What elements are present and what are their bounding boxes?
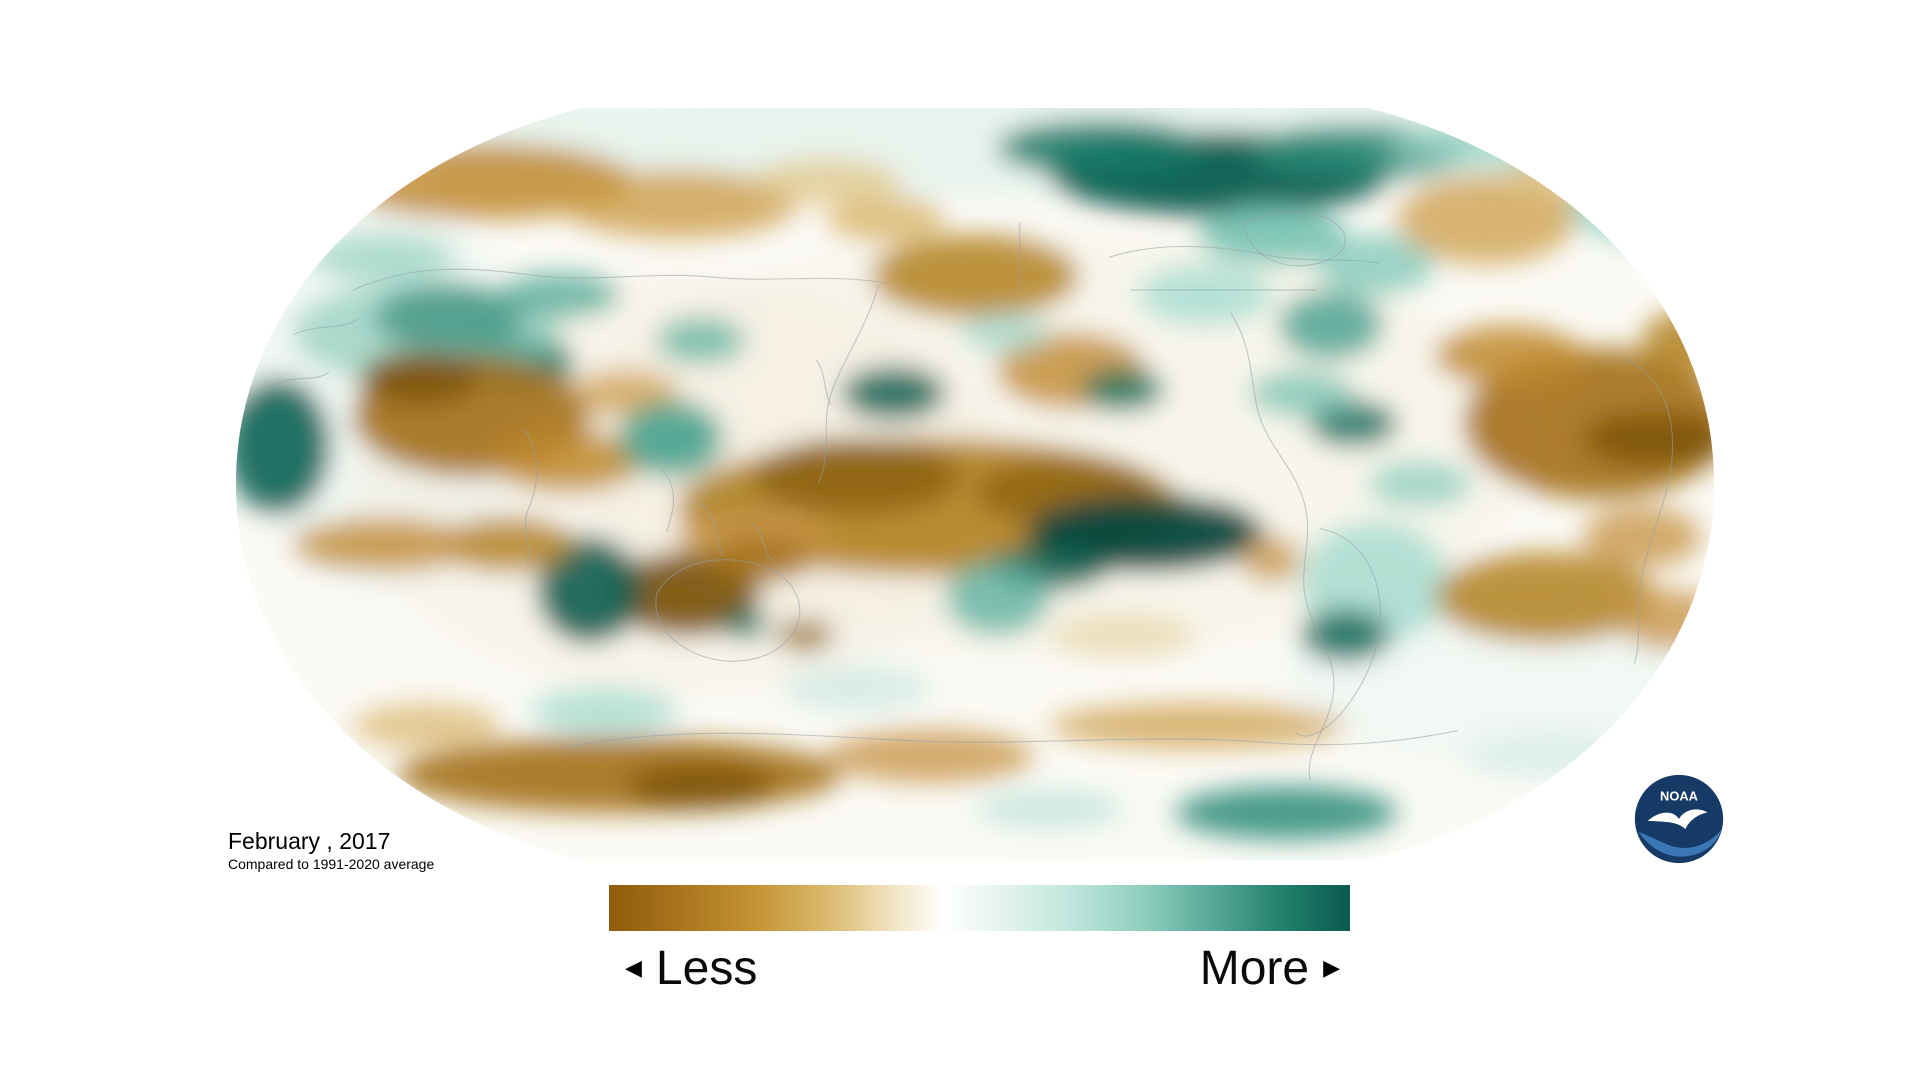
map-caption: February , 2017 Compared to 1991-2020 av… (228, 828, 434, 873)
date-label: February , 2017 (228, 828, 391, 854)
noaa-logo: NOAA (1634, 774, 1724, 864)
anomaly-blob (1315, 234, 1435, 295)
anomaly-blob (871, 234, 1079, 318)
anomaly-blob (1301, 608, 1391, 662)
anomaly-blob (752, 158, 901, 205)
anomaly-blob (1390, 121, 1687, 167)
anomaly-blob (1081, 368, 1165, 411)
anomaly-blob (1582, 506, 1702, 568)
anomaly-blob (1582, 412, 1715, 466)
coastline-path (352, 268, 887, 291)
coastline-path (661, 468, 774, 563)
anomaly-blob (308, 234, 457, 280)
coastline-path (815, 359, 832, 405)
anomaly-blob (1508, 151, 1657, 197)
noaa-wave-swoosh (1638, 830, 1722, 857)
anomaly-blob (997, 121, 1205, 175)
anomaly-blob (1367, 461, 1472, 507)
coastline-layer (273, 211, 1674, 781)
anomaly-blob (1567, 166, 1715, 243)
legend-more-arrow-icon: ▶ (1323, 955, 1340, 980)
anomaly-blob (1049, 703, 1346, 749)
coastline-path (655, 559, 801, 662)
anomaly-blob (656, 317, 746, 364)
anomaly-blob (708, 536, 812, 583)
anomaly-blob (1175, 786, 1398, 840)
noaa-bird-icon (1647, 809, 1708, 830)
anomaly-blob (359, 351, 479, 405)
legend-colorbar (609, 885, 1350, 931)
anomaly-blob (723, 608, 768, 639)
world-anomaly-map (235, 107, 1715, 861)
legend-less-group: ◀ Less (625, 941, 757, 996)
anomaly-blob (537, 536, 642, 643)
anomaly-blob (782, 665, 931, 711)
coastline-path (273, 318, 359, 386)
comparison-baseline-label: Compared to 1991-2020 average (228, 856, 435, 873)
anomaly-blob (945, 559, 1050, 636)
anomaly-blob (441, 518, 575, 571)
anomaly-blob (752, 438, 961, 515)
anomaly-blob (774, 620, 835, 651)
anomaly-blob (975, 790, 1124, 828)
coastline-path (1230, 312, 1335, 781)
anomaly-blob-layer (235, 107, 1715, 840)
coastline-path (1242, 211, 1346, 267)
anomaly-blob (235, 378, 331, 515)
anomaly-blob (1434, 552, 1657, 643)
anomaly-blob (1397, 174, 1576, 265)
legend-more-group: More ▶ (1200, 941, 1340, 996)
coastline-path (1626, 359, 1674, 664)
coastline-path (1108, 245, 1379, 264)
anomaly-blob (1619, 589, 1715, 651)
anomaly-blob (500, 272, 620, 318)
anomaly-blob (1049, 612, 1198, 658)
anomaly-blob (396, 737, 842, 813)
coastline-path (561, 730, 1458, 749)
anomaly-blob (248, 117, 368, 156)
coastline-path (818, 284, 880, 483)
anomaly-blob (1138, 264, 1272, 326)
anomaly-blob (841, 366, 946, 420)
anomaly-blob (1249, 370, 1353, 416)
legend-less-label: Less (655, 941, 758, 995)
anomaly-blob (559, 170, 798, 239)
anomaly-blob (1278, 291, 1383, 360)
anomaly-blob (1308, 400, 1398, 447)
anomaly-blob (619, 400, 724, 477)
anomaly-blob (960, 313, 1050, 352)
anomaly-blob (626, 763, 775, 810)
legend-more-label: More (1199, 941, 1310, 995)
anomaly-blob (352, 703, 501, 749)
noaa-logo-text: NOAA (1660, 789, 1698, 804)
coastline-path (523, 428, 538, 565)
coastline-path (1295, 528, 1382, 737)
legend-less-arrow-icon: ◀ (625, 955, 642, 980)
anomaly-blob (1241, 536, 1302, 583)
anomaly-blob (1464, 733, 1642, 779)
anomaly-blob (530, 688, 679, 734)
anomaly-blob (826, 729, 1035, 783)
anomaly-blob (826, 196, 946, 243)
anomaly-blob (293, 518, 472, 571)
legend-labels: ◀ Less More ▶ (609, 940, 1350, 996)
anomaly-blob (1434, 325, 1583, 386)
anomaly-blob (493, 431, 642, 492)
anomaly-blob (285, 136, 435, 182)
